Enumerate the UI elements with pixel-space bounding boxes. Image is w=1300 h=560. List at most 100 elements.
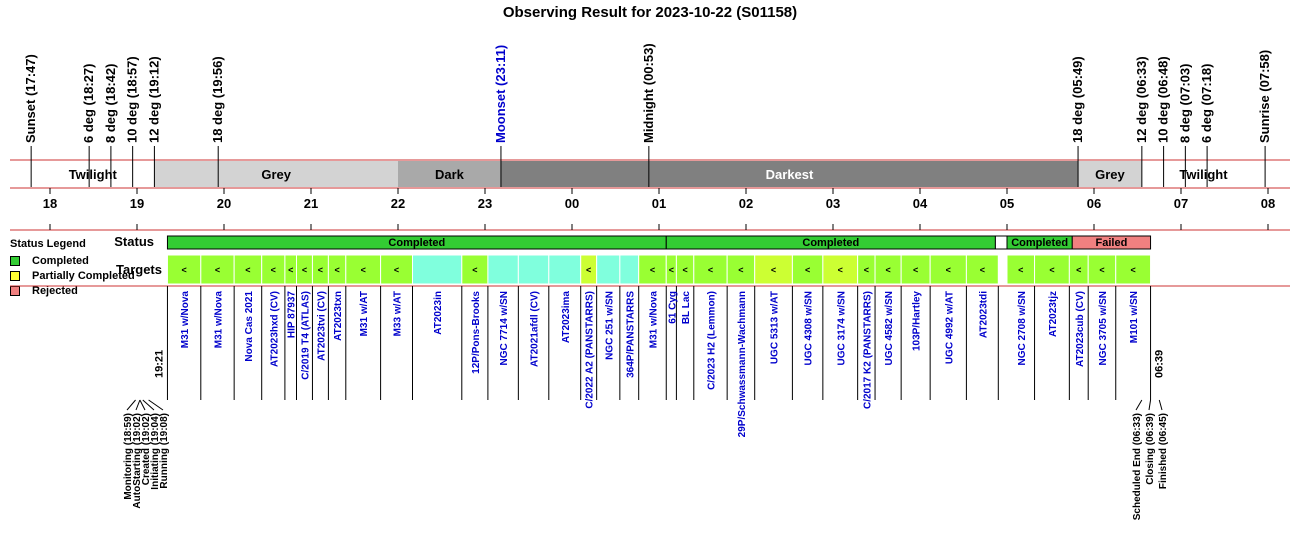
target-name-label: M31 w/AT	[359, 291, 370, 336]
target-marker: <	[215, 265, 220, 275]
target-name-label: M101 w/SN	[1129, 291, 1140, 343]
target-name-label: 12P/Pons-Brooks	[471, 291, 482, 374]
status-block	[994, 235, 1008, 250]
sky-phase-bar	[154, 161, 398, 187]
sky-phase-label: Twilight	[69, 167, 118, 182]
target-marker: <	[771, 265, 776, 275]
target-marker: <	[682, 265, 687, 275]
sky-phase-label: Twilight	[1179, 167, 1228, 182]
target-marker: <	[913, 265, 918, 275]
sky-phase-bar	[398, 161, 501, 187]
sky-phase-label: Darkest	[766, 167, 814, 182]
legend-label: Partially Completed	[32, 269, 135, 282]
target-name-label: NGC 3705 w/SN	[1098, 291, 1109, 365]
target-block	[822, 254, 859, 285]
twilight-marker-label: Sunrise (07:58)	[1257, 50, 1272, 143]
hour-tick-label: 06	[1087, 196, 1101, 211]
target-block	[548, 254, 582, 285]
target-block	[638, 254, 667, 285]
target-block	[200, 254, 235, 285]
end-event-callout-line	[1148, 399, 1152, 411]
target-name-label: UGC 3174 w/SN	[836, 291, 847, 365]
start-event-label: AutoStarting (19:02)	[132, 413, 143, 509]
twilight-marker-label: 10 deg (06:48)	[1156, 56, 1171, 143]
target-name-label: AT2023cub (CV)	[1075, 291, 1086, 367]
hour-tick-label: 00	[565, 196, 579, 211]
target-block	[1006, 254, 1036, 285]
target-marker: <	[318, 265, 323, 275]
twilight-marker-label: 8 deg (18:42)	[103, 64, 118, 143]
hour-tick-label: 22	[391, 196, 405, 211]
twilight-marker-label: 8 deg (07:03)	[1177, 64, 1192, 143]
target-block	[619, 254, 640, 285]
target-name-label: NGC 251 w/SN	[604, 291, 615, 360]
start-event-callout-line	[148, 399, 164, 411]
target-name-label: M31 w/Nova	[648, 291, 659, 349]
twilight-marker-label: 18 deg (19:56)	[210, 56, 225, 143]
sky-phase-bar	[1078, 161, 1142, 187]
sky-phase-bar	[500, 161, 1079, 187]
twilight-marker-label: 6 deg (18:27)	[81, 64, 96, 143]
status-legend: Status Legend Completed Partially Comple…	[10, 238, 170, 298]
target-marker: <	[271, 265, 276, 275]
end-event-callout-line	[1158, 399, 1163, 411]
target-marker: <	[946, 265, 951, 275]
target-marker: <	[181, 265, 186, 275]
sky-phase-bar	[31, 161, 155, 187]
target-name-label: UGC 4308 w/SN	[804, 291, 815, 365]
twilight-marker-label: 18 deg (05:49)	[1070, 56, 1085, 143]
target-name-label: AT2023txn	[333, 291, 344, 341]
hour-tick-label: 23	[478, 196, 492, 211]
twilight-marker-label: Moonset (23:11)	[493, 45, 508, 143]
target-marker: <	[288, 265, 293, 275]
target-marker: <	[334, 265, 339, 275]
sky-phase-label: Grey	[1095, 167, 1125, 182]
target-name-label: M33 w/AT	[393, 291, 404, 336]
target-block	[1034, 254, 1070, 285]
status-row-label: Status	[114, 234, 154, 249]
target-marker: <	[1076, 265, 1081, 275]
twilight-marker-label: 12 deg (19:12)	[146, 56, 161, 143]
target-marker: <	[1131, 265, 1136, 275]
sky-phase-label: Dark	[435, 167, 465, 182]
target-name-label: AT2023tjz	[1048, 291, 1059, 337]
target-name-label: AT2023ima	[561, 291, 572, 344]
target-name-label: AT2023tvi (CV)	[316, 291, 327, 361]
target-marker: <	[361, 265, 366, 275]
target-name-label: M31 w/Nova	[180, 291, 191, 349]
start-event-callout-line	[139, 399, 146, 411]
target-end-time-label: 06:39	[1154, 350, 1166, 378]
target-name-label: AT2023in	[433, 291, 444, 335]
end-event-label: Scheduled End (06:33)	[1132, 413, 1143, 520]
target-block	[461, 254, 489, 285]
targets-row-label: Targets	[116, 262, 162, 277]
start-event-callout-line	[126, 399, 136, 411]
target-marker: <	[708, 265, 713, 275]
target-block	[693, 254, 728, 285]
target-name-label: 103P/Hartley	[912, 291, 923, 351]
target-block	[517, 254, 550, 285]
hour-tick-label: 05	[1000, 196, 1014, 211]
target-block	[791, 254, 824, 285]
hour-tick-label: 21	[304, 196, 318, 211]
hour-tick-label: 02	[739, 196, 753, 211]
target-block	[596, 254, 621, 285]
target-block	[412, 254, 463, 285]
hour-tick-label: 04	[913, 196, 928, 211]
legend-title: Status Legend	[10, 238, 86, 250]
target-marker: <	[864, 265, 869, 275]
target-marker: <	[838, 265, 843, 275]
start-event-callout-line	[135, 399, 141, 411]
target-block	[874, 254, 902, 285]
legend-swatch-partially-completed	[10, 270, 20, 281]
target-name-label: AT2023tdi	[978, 291, 989, 338]
target-name-label: C/2023 H2 (Lemmon)	[706, 291, 717, 390]
target-marker: <	[586, 265, 591, 275]
legend-label: Completed	[32, 254, 89, 267]
target-marker: <	[885, 265, 890, 275]
target-marker: <	[980, 265, 985, 275]
target-name-label: UGC 5313 w/AT	[770, 291, 781, 364]
end-event-callout-line	[1135, 399, 1143, 411]
hour-tick-label: 20	[217, 196, 231, 211]
